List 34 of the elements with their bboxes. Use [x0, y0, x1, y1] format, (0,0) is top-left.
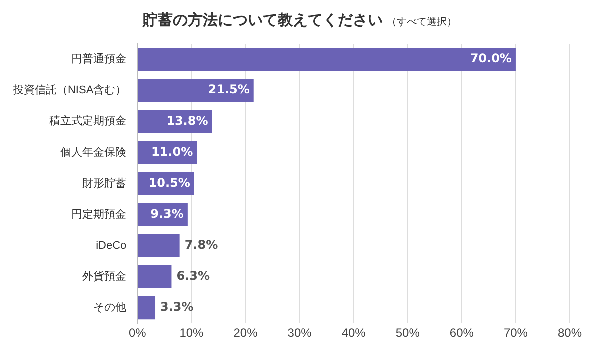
bar — [138, 296, 156, 320]
data-label: 13.8% — [166, 114, 208, 128]
x-tick-label: 30% — [288, 326, 312, 340]
bar — [138, 265, 172, 289]
y-tick-label: iDeCo — [96, 240, 127, 252]
x-tick-label: 50% — [396, 326, 420, 340]
data-label: 21.5% — [208, 82, 250, 97]
x-tick-label: 80% — [558, 326, 582, 340]
y-tick-label: 外貨預金 — [82, 270, 127, 284]
y-tick-label: 投資信託（NISA含む） — [12, 84, 127, 97]
data-label: 10.5% — [148, 176, 190, 190]
y-tick-label: 財形貯蓄 — [82, 176, 127, 190]
x-tick-label: 10% — [180, 326, 204, 340]
bar — [138, 234, 180, 258]
x-tick-label: 0% — [129, 326, 147, 340]
x-tick-label: 60% — [450, 326, 474, 340]
y-tick-label: 円普通預金 — [72, 52, 127, 66]
data-label: 7.8% — [184, 238, 218, 252]
data-label: 11.0% — [151, 144, 194, 159]
chart-title: 貯蓄の方法について教えてください — [143, 11, 383, 29]
data-label: 9.3% — [150, 206, 184, 221]
bar — [138, 79, 254, 102]
x-tick-label: 40% — [342, 326, 366, 340]
y-tick-label: 積立式定期預金 — [50, 114, 127, 128]
data-label: 3.3% — [160, 300, 194, 314]
y-tick-label: 個人年金保険 — [60, 146, 127, 159]
y-tick-label: その他 — [94, 302, 127, 314]
bar — [138, 48, 516, 72]
chart-subtitle: （すべて選択） — [387, 17, 457, 28]
y-tick-label: 円定期預金 — [72, 208, 127, 221]
x-tick-label: 20% — [234, 326, 258, 340]
data-label: 70.0% — [470, 52, 512, 66]
x-tick-label: 70% — [504, 326, 528, 340]
data-label: 6.3% — [176, 269, 210, 284]
